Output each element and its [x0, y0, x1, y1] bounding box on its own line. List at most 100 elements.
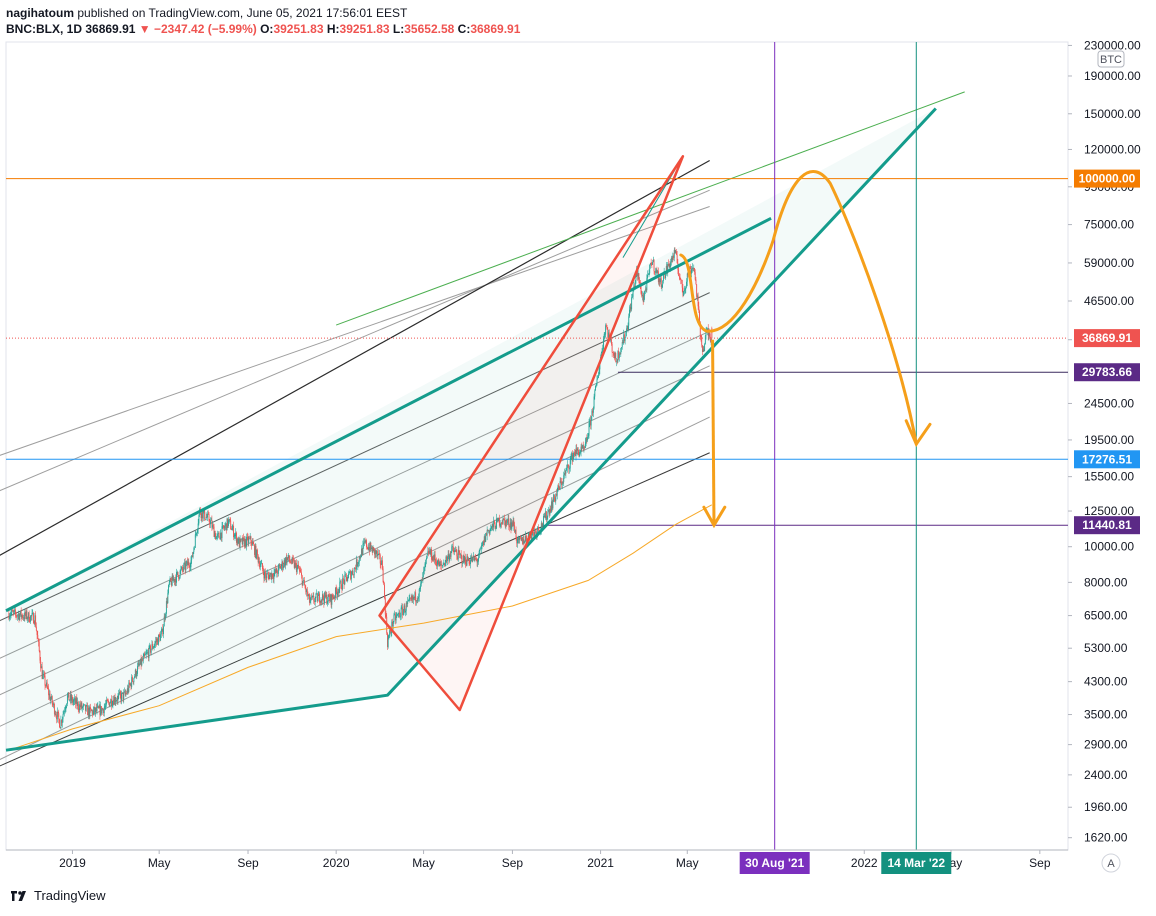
candle-body: [108, 701, 110, 703]
candle-body: [443, 563, 445, 565]
candle-body: [194, 547, 196, 549]
candle-body: [624, 337, 626, 341]
candle-body: [264, 571, 266, 577]
candle-body: [394, 614, 396, 621]
candle-body: [639, 281, 641, 284]
candle-body: [35, 615, 37, 627]
candle-body: [649, 263, 651, 265]
symbol-name[interactable]: BNC:BLX, 1D: [6, 22, 83, 36]
candle-body: [291, 557, 293, 564]
y-tick-label: 24500.00: [1084, 396, 1134, 410]
auto-scale-button[interactable]: [1101, 853, 1121, 873]
candle-body: [308, 594, 310, 603]
candle-body: [283, 560, 285, 566]
candle-body: [449, 555, 451, 561]
candle-body: [277, 572, 279, 574]
candle-body: [522, 539, 524, 544]
candle-body: [320, 599, 322, 603]
candle-body: [411, 596, 413, 600]
candle-body: [335, 587, 337, 592]
candle-body: [289, 560, 291, 562]
candle-body: [51, 696, 52, 700]
candle-body: [209, 520, 211, 525]
candle-body: [626, 328, 628, 330]
candle-body: [150, 648, 152, 653]
candle-body: [100, 706, 102, 714]
candle-body: [337, 592, 339, 594]
candle-body: [381, 560, 383, 565]
candle-body: [304, 585, 306, 588]
y-tick-label: 150000.00: [1084, 107, 1141, 121]
candle-body: [309, 600, 311, 603]
candle-body: [414, 592, 416, 599]
price-label: 36869.91: [1082, 331, 1132, 345]
candle-body: [116, 699, 118, 701]
y-tick-label: 8000.00: [1084, 575, 1128, 589]
high-label: H:: [326, 22, 340, 36]
candle-body: [560, 481, 562, 482]
candle-body: [668, 263, 670, 266]
candle-body: [168, 582, 170, 586]
candle-body: [579, 452, 581, 457]
candle-body: [276, 568, 278, 573]
candle-body: [273, 572, 275, 579]
candle-body: [181, 566, 183, 570]
candle-body: [236, 532, 237, 543]
candle-body: [704, 344, 706, 352]
footer-brand[interactable]: TradingView: [34, 888, 106, 903]
candle-body: [686, 273, 688, 282]
candle-body: [67, 692, 69, 696]
candle-body: [521, 537, 523, 541]
pitchfork-line: [0, 452, 710, 767]
candle-body: [288, 555, 290, 561]
candle-body: [66, 695, 68, 704]
candle-body: [679, 276, 681, 279]
candle-body: [279, 565, 281, 567]
candle-body: [520, 538, 522, 541]
candle-body: [543, 515, 545, 517]
candle-body: [425, 559, 427, 564]
candle-body: [202, 511, 203, 519]
candle-body: [56, 715, 58, 720]
candle-body: [303, 580, 305, 581]
candle-body: [272, 577, 274, 579]
y-tick-label: 6500.00: [1084, 609, 1128, 623]
auto-scale-icon[interactable]: A: [1107, 858, 1115, 870]
candle-body: [207, 513, 209, 518]
y-tick-label: 2900.00: [1084, 738, 1128, 752]
candle-body: [631, 296, 633, 298]
candle-body: [605, 325, 607, 327]
candle-body: [238, 538, 240, 544]
candle-body: [228, 519, 230, 520]
candle-body: [530, 537, 532, 541]
candle-body: [483, 541, 484, 546]
candle-body: [324, 592, 326, 603]
candle-body: [574, 452, 576, 454]
candle-body: [85, 704, 86, 711]
candle-body: [204, 519, 206, 521]
candle-body: [249, 536, 251, 539]
candle-body: [464, 557, 466, 562]
candle-body: [217, 533, 219, 536]
candle-body: [53, 703, 55, 715]
candle-body: [198, 514, 200, 524]
candle-body: [436, 564, 438, 567]
candle-body: [613, 355, 615, 359]
open-value: 39251.83: [273, 22, 324, 36]
x-tick-label: 2020: [323, 856, 350, 870]
candle-body: [638, 273, 640, 282]
price-label-box: [1074, 363, 1140, 382]
candle-body: [342, 578, 344, 590]
candle-body: [518, 537, 520, 540]
candle-body: [157, 634, 159, 645]
candle-body: [237, 538, 239, 544]
candle-body: [451, 546, 453, 552]
candle-body: [243, 537, 245, 539]
candle-body: [592, 408, 594, 413]
candle-body: [301, 572, 302, 576]
candle-body: [482, 541, 484, 546]
candle-body: [696, 295, 698, 297]
author-name[interactable]: nagihatoum: [6, 6, 74, 20]
candle-body: [155, 641, 157, 642]
